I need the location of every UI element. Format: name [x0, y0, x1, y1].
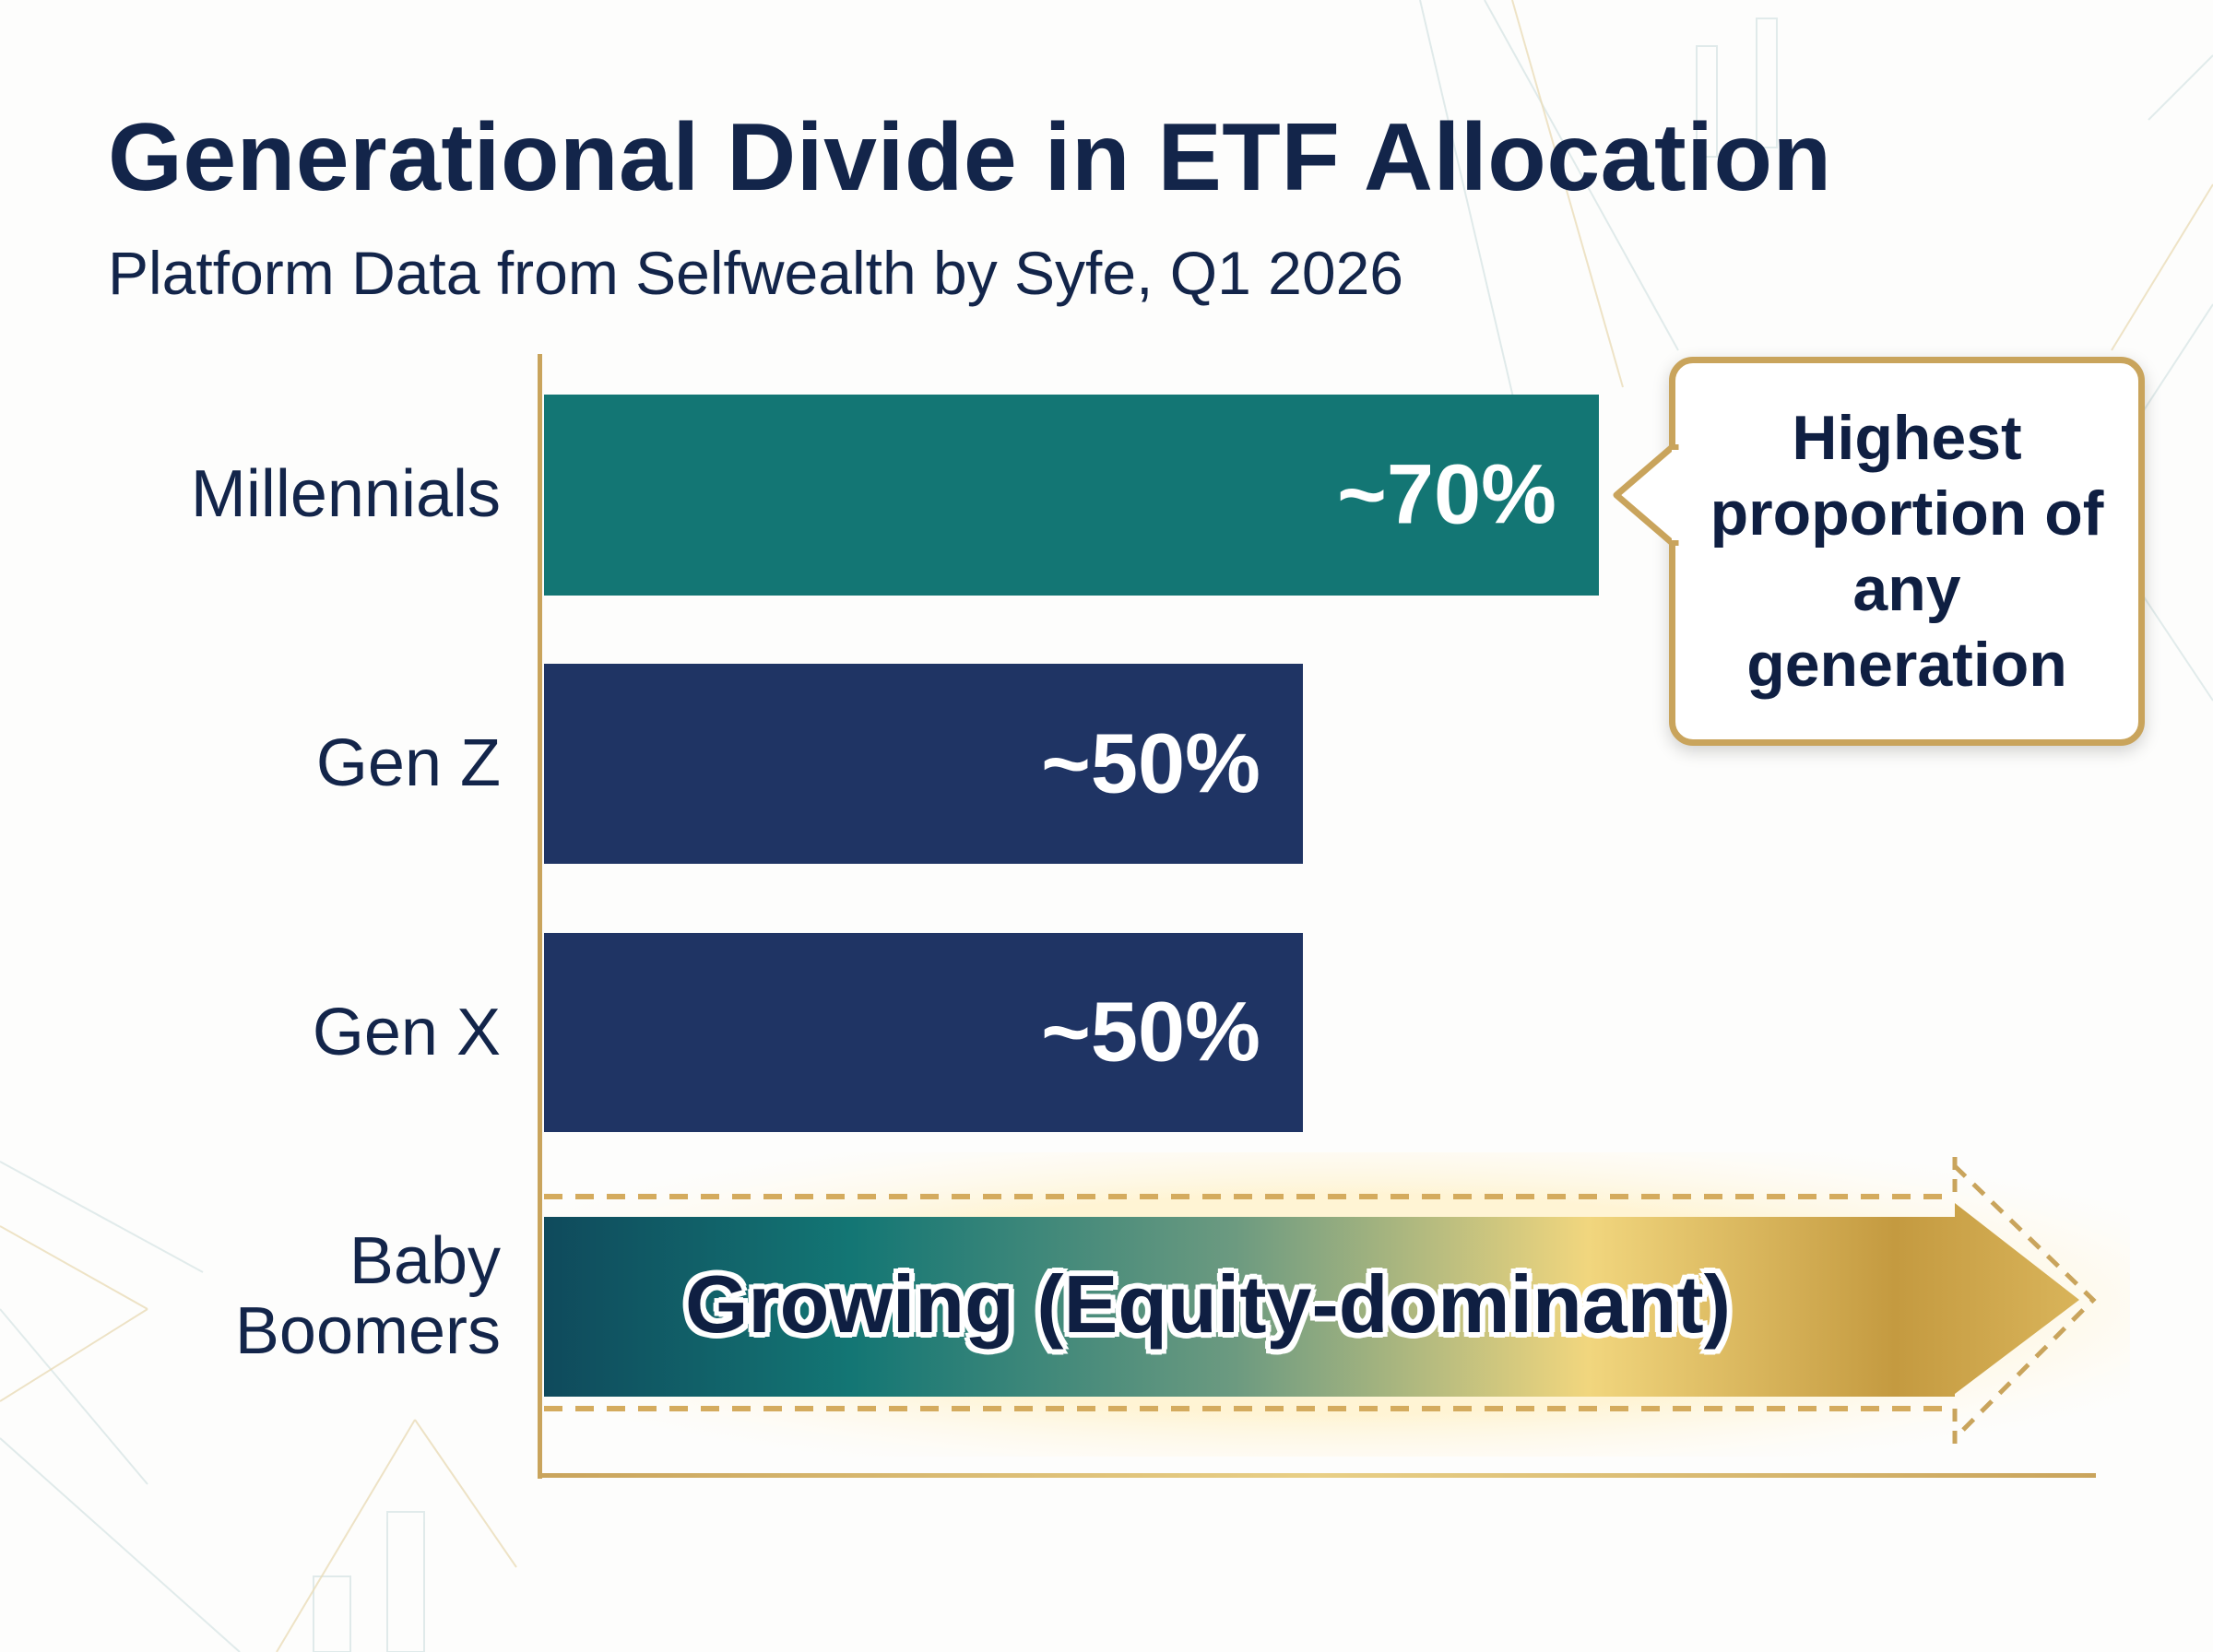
callout-box: Highest proportion of any generation [1669, 357, 2145, 746]
bar-value-baby-boomers: Growing (Equity-dominant) [684, 1258, 1732, 1350]
chart-title: Generational Divide in ETF Allocation [108, 104, 1832, 211]
category-label-millennials: Millennials [190, 457, 501, 531]
bar-value-gen-x: ~50% [1041, 985, 1260, 1080]
category-label-gen-x: Gen X [312, 996, 501, 1069]
callout-text: Highest proportion of any generation [1710, 403, 2104, 700]
x-axis-line [538, 1473, 2096, 1478]
y-axis-line [538, 354, 542, 1479]
baby-boomers-growth-arrow: Growing (Equity-dominant) [544, 1152, 2130, 1457]
callout-pointer-icon [1613, 444, 1685, 546]
category-label-baby-boomers: Baby Boomers [235, 1226, 501, 1366]
category-label-gen-z: Gen Z [315, 726, 501, 800]
bar-value-millennials: ~70% [1337, 447, 1556, 542]
category-label-baby-boomers-line1: Baby [349, 1224, 501, 1298]
bar-gen-x: ~50% [544, 933, 1303, 1132]
bar-millennials: ~70% [544, 395, 1599, 596]
category-label-baby-boomers-line2: Boomers [234, 1294, 501, 1368]
arrow-shape-icon [544, 1152, 2130, 1457]
bar-gen-z: ~50% [544, 664, 1303, 864]
bar-value-gen-z: ~50% [1041, 716, 1260, 810]
chart-subtitle: Platform Data from Selfwealth by Syfe, Q… [108, 239, 1403, 307]
